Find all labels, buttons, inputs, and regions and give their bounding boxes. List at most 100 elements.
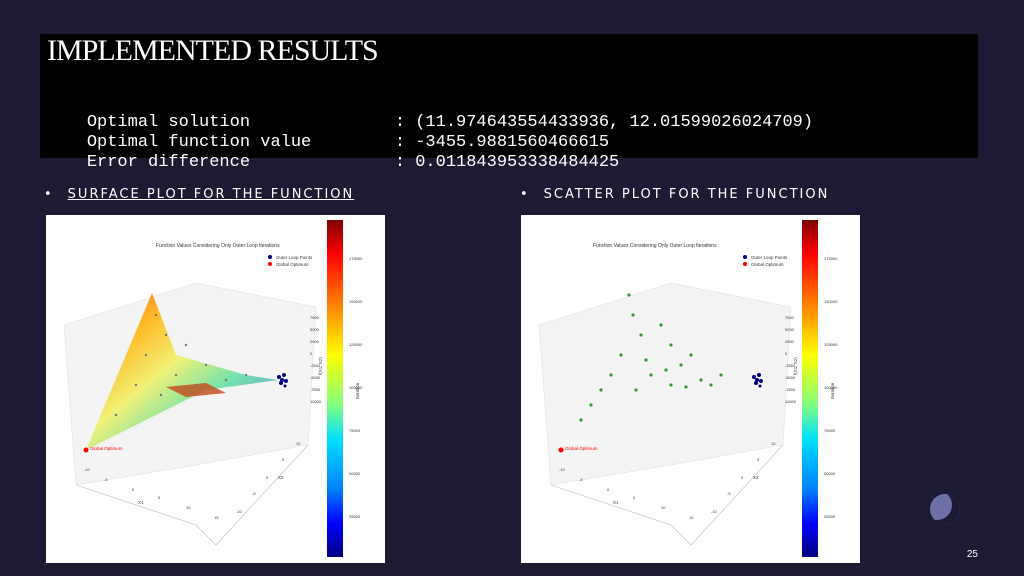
result-label: Optimal solution: [86, 113, 251, 132]
bullet-label: SCATTER PLOT FOR THE FUNCTION: [543, 187, 830, 202]
legend-marker-global: [743, 262, 747, 266]
z-tick: -7500: [785, 387, 796, 392]
result-value: : (11.974643554433936, 12.01599026024709…: [394, 113, 814, 132]
colorbar-tick: 25000: [349, 514, 361, 519]
x-tick: 10: [661, 505, 666, 510]
global-optimum-label: Global Optimum: [90, 446, 123, 451]
global-optimum-label: Global Optimum: [565, 446, 598, 451]
x-tick: 15: [689, 515, 694, 520]
page-number: 25: [966, 549, 978, 560]
legend-outer: Outer Loop Points: [276, 255, 313, 260]
colorbar-label: Iteration: [830, 382, 835, 399]
scatter-points: [579, 293, 723, 422]
colorbar-tick: 25000: [824, 514, 836, 519]
colorbar-tick: 125000: [349, 342, 363, 347]
z-axis-label: f(X1, X2): [318, 357, 323, 375]
result-label: Error difference: [86, 153, 251, 172]
x-tick: 5: [633, 495, 636, 500]
colorbar-tick: 75000: [824, 428, 836, 433]
legend-global: Global Optimum: [751, 262, 784, 267]
colorbar-tick: 75000: [349, 428, 361, 433]
z-tick: 0: [785, 351, 788, 356]
colorbar: [802, 220, 818, 557]
scatter-plot-image: Function Values Considering Only Outer L…: [521, 215, 860, 563]
x-axis-label: X1: [138, 500, 144, 505]
z-tick: -5000: [785, 375, 796, 380]
bullet-surface-plot: • SURFACE PLOT FOR THE FUNCTION: [44, 187, 354, 202]
y-tick: -5: [252, 491, 256, 496]
plot-title: Function Values Considering Only Outer L…: [156, 243, 280, 249]
title-block: IMPLEMENTED RESULTS Optimal solution : (1…: [40, 34, 978, 172]
colorbar-tick: 50000: [349, 471, 361, 476]
legend-marker-outer: [268, 255, 272, 259]
global-optimum-marker: [83, 447, 89, 453]
z-tick: -2500: [785, 363, 796, 368]
x-tick: 0: [607, 487, 610, 492]
x-tick: 0: [132, 487, 135, 492]
x-axis-label: X1: [613, 500, 619, 505]
legend-outer: Outer Loop Points: [751, 255, 788, 260]
z-tick: 10000: [785, 399, 797, 404]
z-tick: 5000: [310, 327, 320, 332]
z-tick: 7500: [785, 315, 795, 320]
result-label: Optimal function value: [86, 133, 312, 152]
colorbar-tick: 100000: [349, 385, 363, 390]
x-tick: -10: [84, 467, 91, 472]
colorbar-tick: 175000: [349, 256, 363, 261]
surface-plot-image: Function Values Considering Only Outer L…: [46, 215, 385, 563]
result-value: : -3455.9881560466615: [394, 133, 610, 152]
colorbar-tick: 175000: [824, 256, 838, 261]
x-tick: -5: [104, 477, 108, 482]
x-tick: 5: [158, 495, 161, 500]
colorbar-tick: 150000: [349, 299, 363, 304]
result-value: : 0.011843953338484425: [394, 153, 620, 172]
y-tick: 5: [757, 457, 760, 462]
z-tick: -5000: [310, 375, 321, 380]
plot-title: Function Values Considering Only Outer L…: [593, 243, 717, 249]
legend-global: Global Optimum: [276, 262, 309, 267]
y-tick: -10: [236, 509, 243, 514]
result-row-function-value: Optimal function value : -3455.9881560466…: [46, 114, 609, 171]
legend-marker-global: [268, 262, 272, 266]
z-tick: -2500: [310, 363, 321, 368]
outer-loop-cluster: [752, 373, 763, 388]
outer-loop-cluster: [277, 373, 288, 388]
surface-points: [114, 313, 248, 417]
z-tick: 0: [310, 351, 313, 356]
result-row-error: Error difference : 0.011843953338484425: [46, 134, 619, 191]
z-tick: 7500: [310, 315, 320, 320]
x-tick: 15: [214, 515, 219, 520]
moon-icon: [930, 494, 960, 524]
y-tick: -5: [727, 491, 731, 496]
colorbar-tick: 125000: [824, 342, 838, 347]
result-row-solution: Optimal solution : (11.974643554433936, 1…: [46, 94, 813, 151]
y-tick: -10: [711, 509, 718, 514]
x-tick: -5: [579, 477, 583, 482]
colorbar-tick: 100000: [824, 385, 838, 390]
slide-title: IMPLEMENTED RESULTS: [47, 34, 379, 67]
scatter-plot-svg: Function Values Considering Only Outer L…: [538, 243, 838, 546]
x-tick: 10: [186, 505, 191, 510]
bullet-label: SURFACE PLOT FOR THE FUNCTION: [67, 187, 355, 202]
legend-marker-outer: [743, 255, 747, 259]
colorbar-label: Iteration: [355, 382, 360, 399]
colorbar: [327, 220, 343, 557]
z-axis-label: f(X1, X2): [793, 357, 798, 375]
surface-plot-svg: Function Values Considering Only Outer L…: [63, 243, 363, 546]
z-tick: -7500: [310, 387, 321, 392]
y-tick: 10: [771, 441, 776, 446]
y-tick: 5: [282, 457, 285, 462]
x-tick: -10: [559, 467, 566, 472]
colorbar-tick: 150000: [824, 299, 838, 304]
y-axis-label: X2: [753, 475, 759, 480]
colorbar-tick: 50000: [824, 471, 836, 476]
global-optimum-marker: [558, 447, 564, 453]
y-tick: 0: [741, 475, 744, 480]
z-tick: 2500: [785, 339, 795, 344]
surface-mesh: [86, 293, 278, 450]
bullet-scatter-plot: • SCATTER PLOT FOR THE FUNCTION: [520, 187, 829, 202]
bullet-dot: •: [44, 187, 54, 202]
z-tick: 10000: [310, 399, 322, 404]
y-tick: 10: [296, 441, 301, 446]
y-axis-label: X2: [278, 475, 284, 480]
